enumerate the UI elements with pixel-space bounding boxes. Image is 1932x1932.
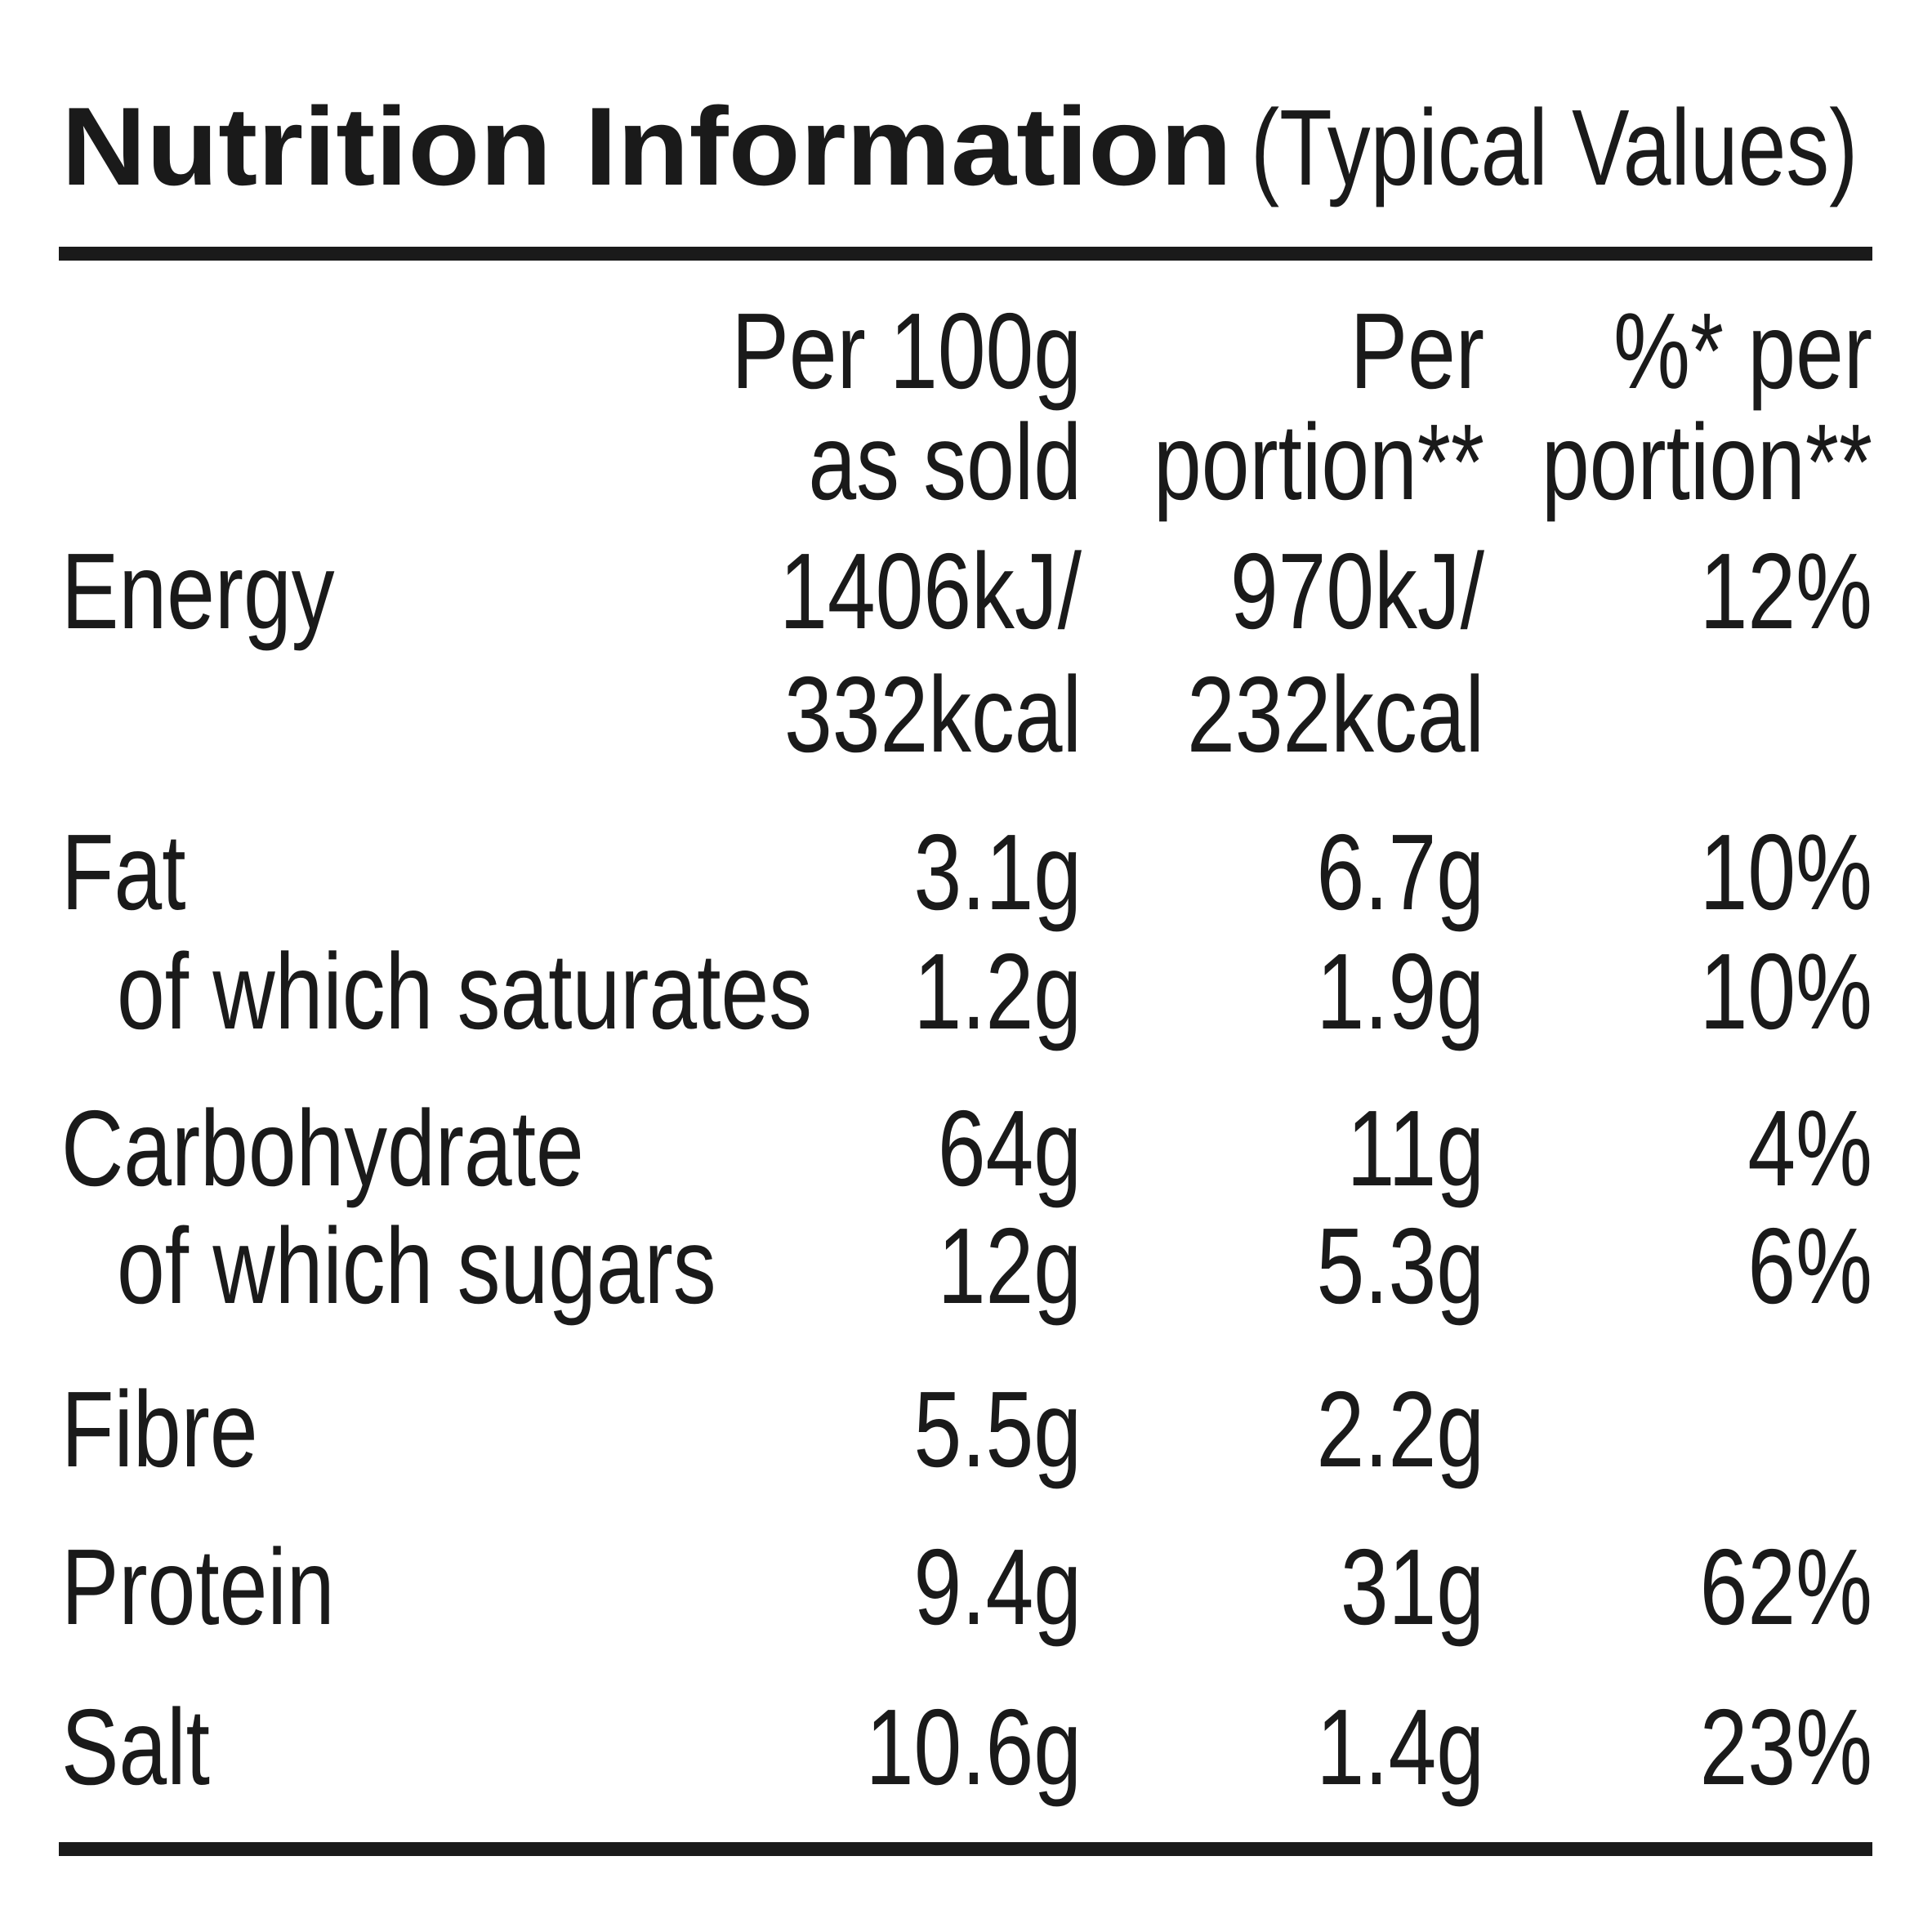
column-header: portion** <box>1542 403 1872 523</box>
cell-value: 232kcal <box>1187 655 1484 775</box>
cell-value: 1.2g <box>913 932 1082 1052</box>
cell-value: 64g <box>938 1089 1082 1209</box>
row-label: Energy <box>61 532 335 652</box>
column-header: portion** <box>1153 403 1484 523</box>
cell-value: 12g <box>938 1207 1082 1327</box>
cell-value: 2.2g <box>1316 1370 1484 1490</box>
row-label: Fibre <box>61 1370 258 1490</box>
row-label: Salt <box>61 1688 210 1808</box>
cell-value: 1.4g <box>1316 1688 1484 1808</box>
column-header: Per <box>1350 292 1484 412</box>
column-header: as sold <box>808 403 1082 523</box>
cell-value: 5.3g <box>1316 1207 1484 1327</box>
top-rule <box>59 247 1872 261</box>
cell-value: 5.5g <box>913 1370 1082 1490</box>
cell-value: 9.4g <box>913 1528 1082 1648</box>
cell-value: 23% <box>1700 1688 1872 1808</box>
cell-value: 10.6g <box>866 1688 1082 1808</box>
sub-row-label: of which saturates <box>117 932 812 1052</box>
cell-value: 1.9g <box>1316 932 1484 1052</box>
cell-value: 12% <box>1700 532 1872 652</box>
cell-value: 62% <box>1700 1528 1872 1648</box>
cell-value: 332kcal <box>784 655 1082 775</box>
cell-value: 11g <box>1347 1089 1484 1209</box>
cell-value: 3.1g <box>913 813 1082 933</box>
cell-value: 1406kJ/ <box>779 532 1082 652</box>
cell-value: 31g <box>1341 1528 1484 1648</box>
cell-value: 4% <box>1747 1089 1872 1209</box>
row-label: Fat <box>61 813 186 933</box>
column-header: Per 100g <box>731 292 1082 412</box>
row-label: Protein <box>61 1528 335 1648</box>
title: Nutrition Information <box>61 84 1232 208</box>
cell-value: 10% <box>1700 932 1872 1052</box>
bottom-rule <box>59 1842 1872 1856</box>
cell-value: 6.7g <box>1316 813 1484 933</box>
cell-value: 970kJ/ <box>1230 532 1485 652</box>
column-header: %* per <box>1613 292 1872 412</box>
subtitle: (Typical Values) <box>1251 88 1858 208</box>
cell-value: 10% <box>1700 813 1872 933</box>
sub-row-label: of which sugars <box>117 1207 716 1327</box>
row-label: Carbohydrate <box>61 1089 584 1209</box>
cell-value: 6% <box>1747 1207 1872 1327</box>
